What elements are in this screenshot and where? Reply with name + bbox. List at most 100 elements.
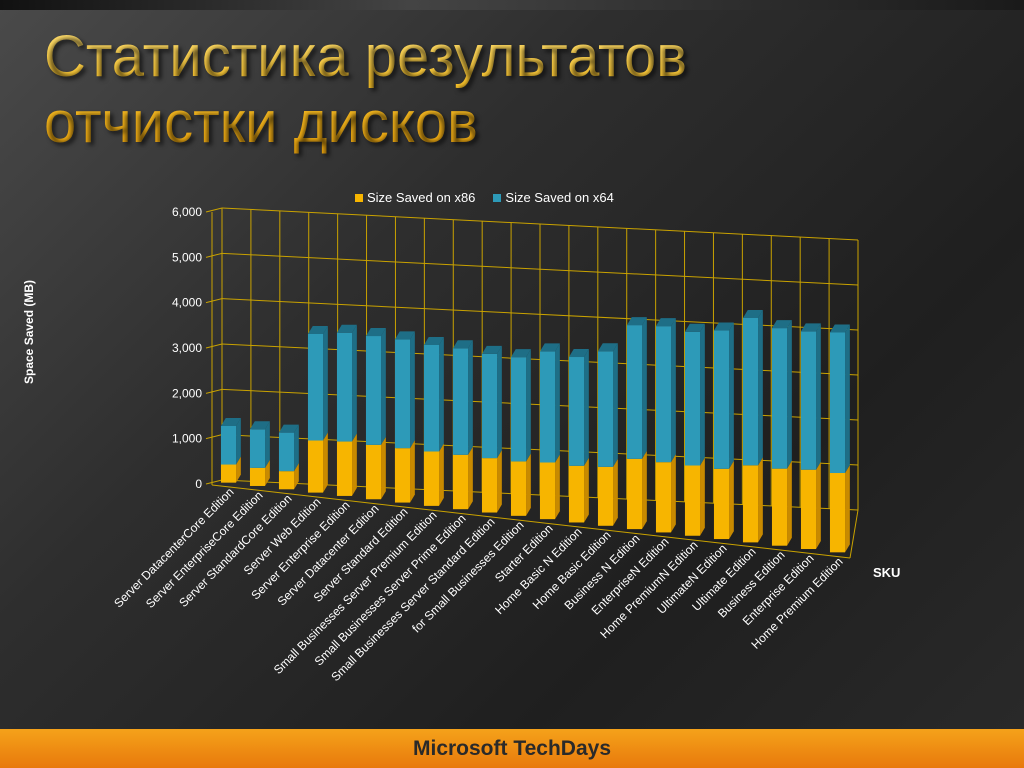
- bar-x86: [307, 440, 324, 493]
- bar-x64: [249, 429, 266, 468]
- bar-side: [613, 458, 618, 526]
- bar-x64: [278, 432, 295, 472]
- bar-top: [539, 343, 560, 352]
- bar-side: [555, 343, 560, 463]
- bar-side: [700, 457, 705, 536]
- floor-right-edge: [849, 509, 859, 559]
- side-gridline: [205, 388, 223, 394]
- x-axis-title: SKU: [873, 565, 901, 580]
- bar-side: [787, 460, 792, 546]
- chart-legend: Size Saved on x86 Size Saved on x64: [355, 190, 614, 205]
- bar-x64: [336, 332, 353, 442]
- bar-side: [816, 323, 821, 470]
- bar-side: [236, 456, 241, 483]
- bar-x64: [626, 325, 643, 459]
- bar-x86: [829, 473, 846, 553]
- legend-label-x64: Size Saved on x64: [505, 190, 614, 205]
- bar-side: [729, 322, 734, 469]
- bar-x64: [771, 328, 788, 469]
- bar-top: [655, 318, 676, 327]
- y-tick-label: 5,000: [172, 250, 202, 264]
- y-tick-label: 1,000: [172, 432, 202, 446]
- top-bar: [0, 0, 1024, 10]
- slide-title: Статистика результатов отчистки дисков: [44, 24, 944, 156]
- bar-side: [323, 325, 328, 441]
- bar-x86: [800, 469, 817, 550]
- bar-x86: [539, 462, 556, 520]
- bar-side: [352, 324, 357, 442]
- bar-x86: [742, 465, 759, 543]
- bar-x64: [510, 357, 527, 462]
- bar-x64: [365, 336, 382, 445]
- x-tick-label: Server DatacenterCore Edition: [111, 485, 236, 610]
- legend-item-x86: Size Saved on x86: [355, 190, 475, 205]
- slide-title-line-1: Статистика результатов: [44, 24, 688, 89]
- bar-side: [439, 443, 444, 506]
- slide-title-line-2: отчистки дисков: [44, 90, 478, 155]
- bar-side: [700, 323, 705, 466]
- bar-x86: [394, 448, 411, 503]
- bar-top: [481, 345, 502, 354]
- bar-x86: [510, 461, 527, 516]
- bar-x86: [278, 471, 295, 490]
- bar-side: [352, 433, 357, 496]
- bar-side: [584, 457, 589, 523]
- y-tick-label: 6,000: [172, 205, 202, 219]
- bar-side: [497, 345, 502, 459]
- bar-x64: [423, 344, 440, 452]
- bar-x86: [626, 458, 643, 530]
- bar-x64: [481, 353, 498, 459]
- bar-x64: [452, 348, 469, 455]
- bar-side: [671, 454, 676, 533]
- bar-x86: [713, 468, 730, 540]
- legend-swatch-x86: [355, 193, 363, 202]
- bar-side: [236, 417, 241, 465]
- bar-top: [365, 328, 386, 337]
- side-gridline: [205, 252, 223, 258]
- bar-x86: [336, 441, 353, 496]
- bar-side: [381, 436, 386, 500]
- bar-top: [452, 340, 473, 349]
- bar-side: [410, 440, 415, 503]
- bar-x64: [684, 331, 701, 466]
- bar-x64: [307, 333, 324, 441]
- bar-top: [394, 331, 415, 340]
- bar-top: [684, 323, 705, 332]
- bar-top: [742, 309, 763, 318]
- bar-x86: [423, 451, 440, 506]
- bar-x86: [365, 444, 382, 500]
- bar-top: [713, 322, 734, 331]
- bar-side: [845, 465, 850, 553]
- bar-x64: [220, 425, 237, 465]
- side-gridline: [205, 298, 223, 304]
- bar-x86: [655, 462, 672, 533]
- bar-side: [294, 463, 299, 490]
- legend-swatch-x64: [493, 193, 502, 202]
- bar-x86: [684, 465, 701, 536]
- bar-side: [642, 450, 647, 530]
- bar-side: [265, 421, 270, 468]
- bar-side: [758, 457, 763, 543]
- bar-side: [758, 309, 763, 466]
- bar-side: [845, 324, 850, 474]
- bar-top: [568, 349, 589, 358]
- bar-side: [468, 340, 473, 455]
- bar-x86: [771, 468, 788, 546]
- bar-side: [265, 459, 270, 486]
- bar-side: [787, 320, 792, 469]
- bar-top: [510, 349, 531, 358]
- y-tick-label: 4,000: [172, 296, 202, 310]
- bar-side: [613, 343, 618, 467]
- bar-x86: [481, 458, 498, 513]
- bar-x64: [713, 330, 730, 469]
- bar-x86: [249, 467, 266, 486]
- bar-side: [294, 424, 299, 472]
- bar-x86: [220, 464, 237, 483]
- bar-x64: [597, 351, 614, 467]
- bar-top: [278, 424, 299, 433]
- bar-top: [626, 317, 647, 326]
- bar-x64: [742, 317, 759, 466]
- footer-text: Microsoft TechDays: [413, 736, 611, 760]
- bar-side: [410, 331, 415, 449]
- side-gridline: [205, 434, 223, 440]
